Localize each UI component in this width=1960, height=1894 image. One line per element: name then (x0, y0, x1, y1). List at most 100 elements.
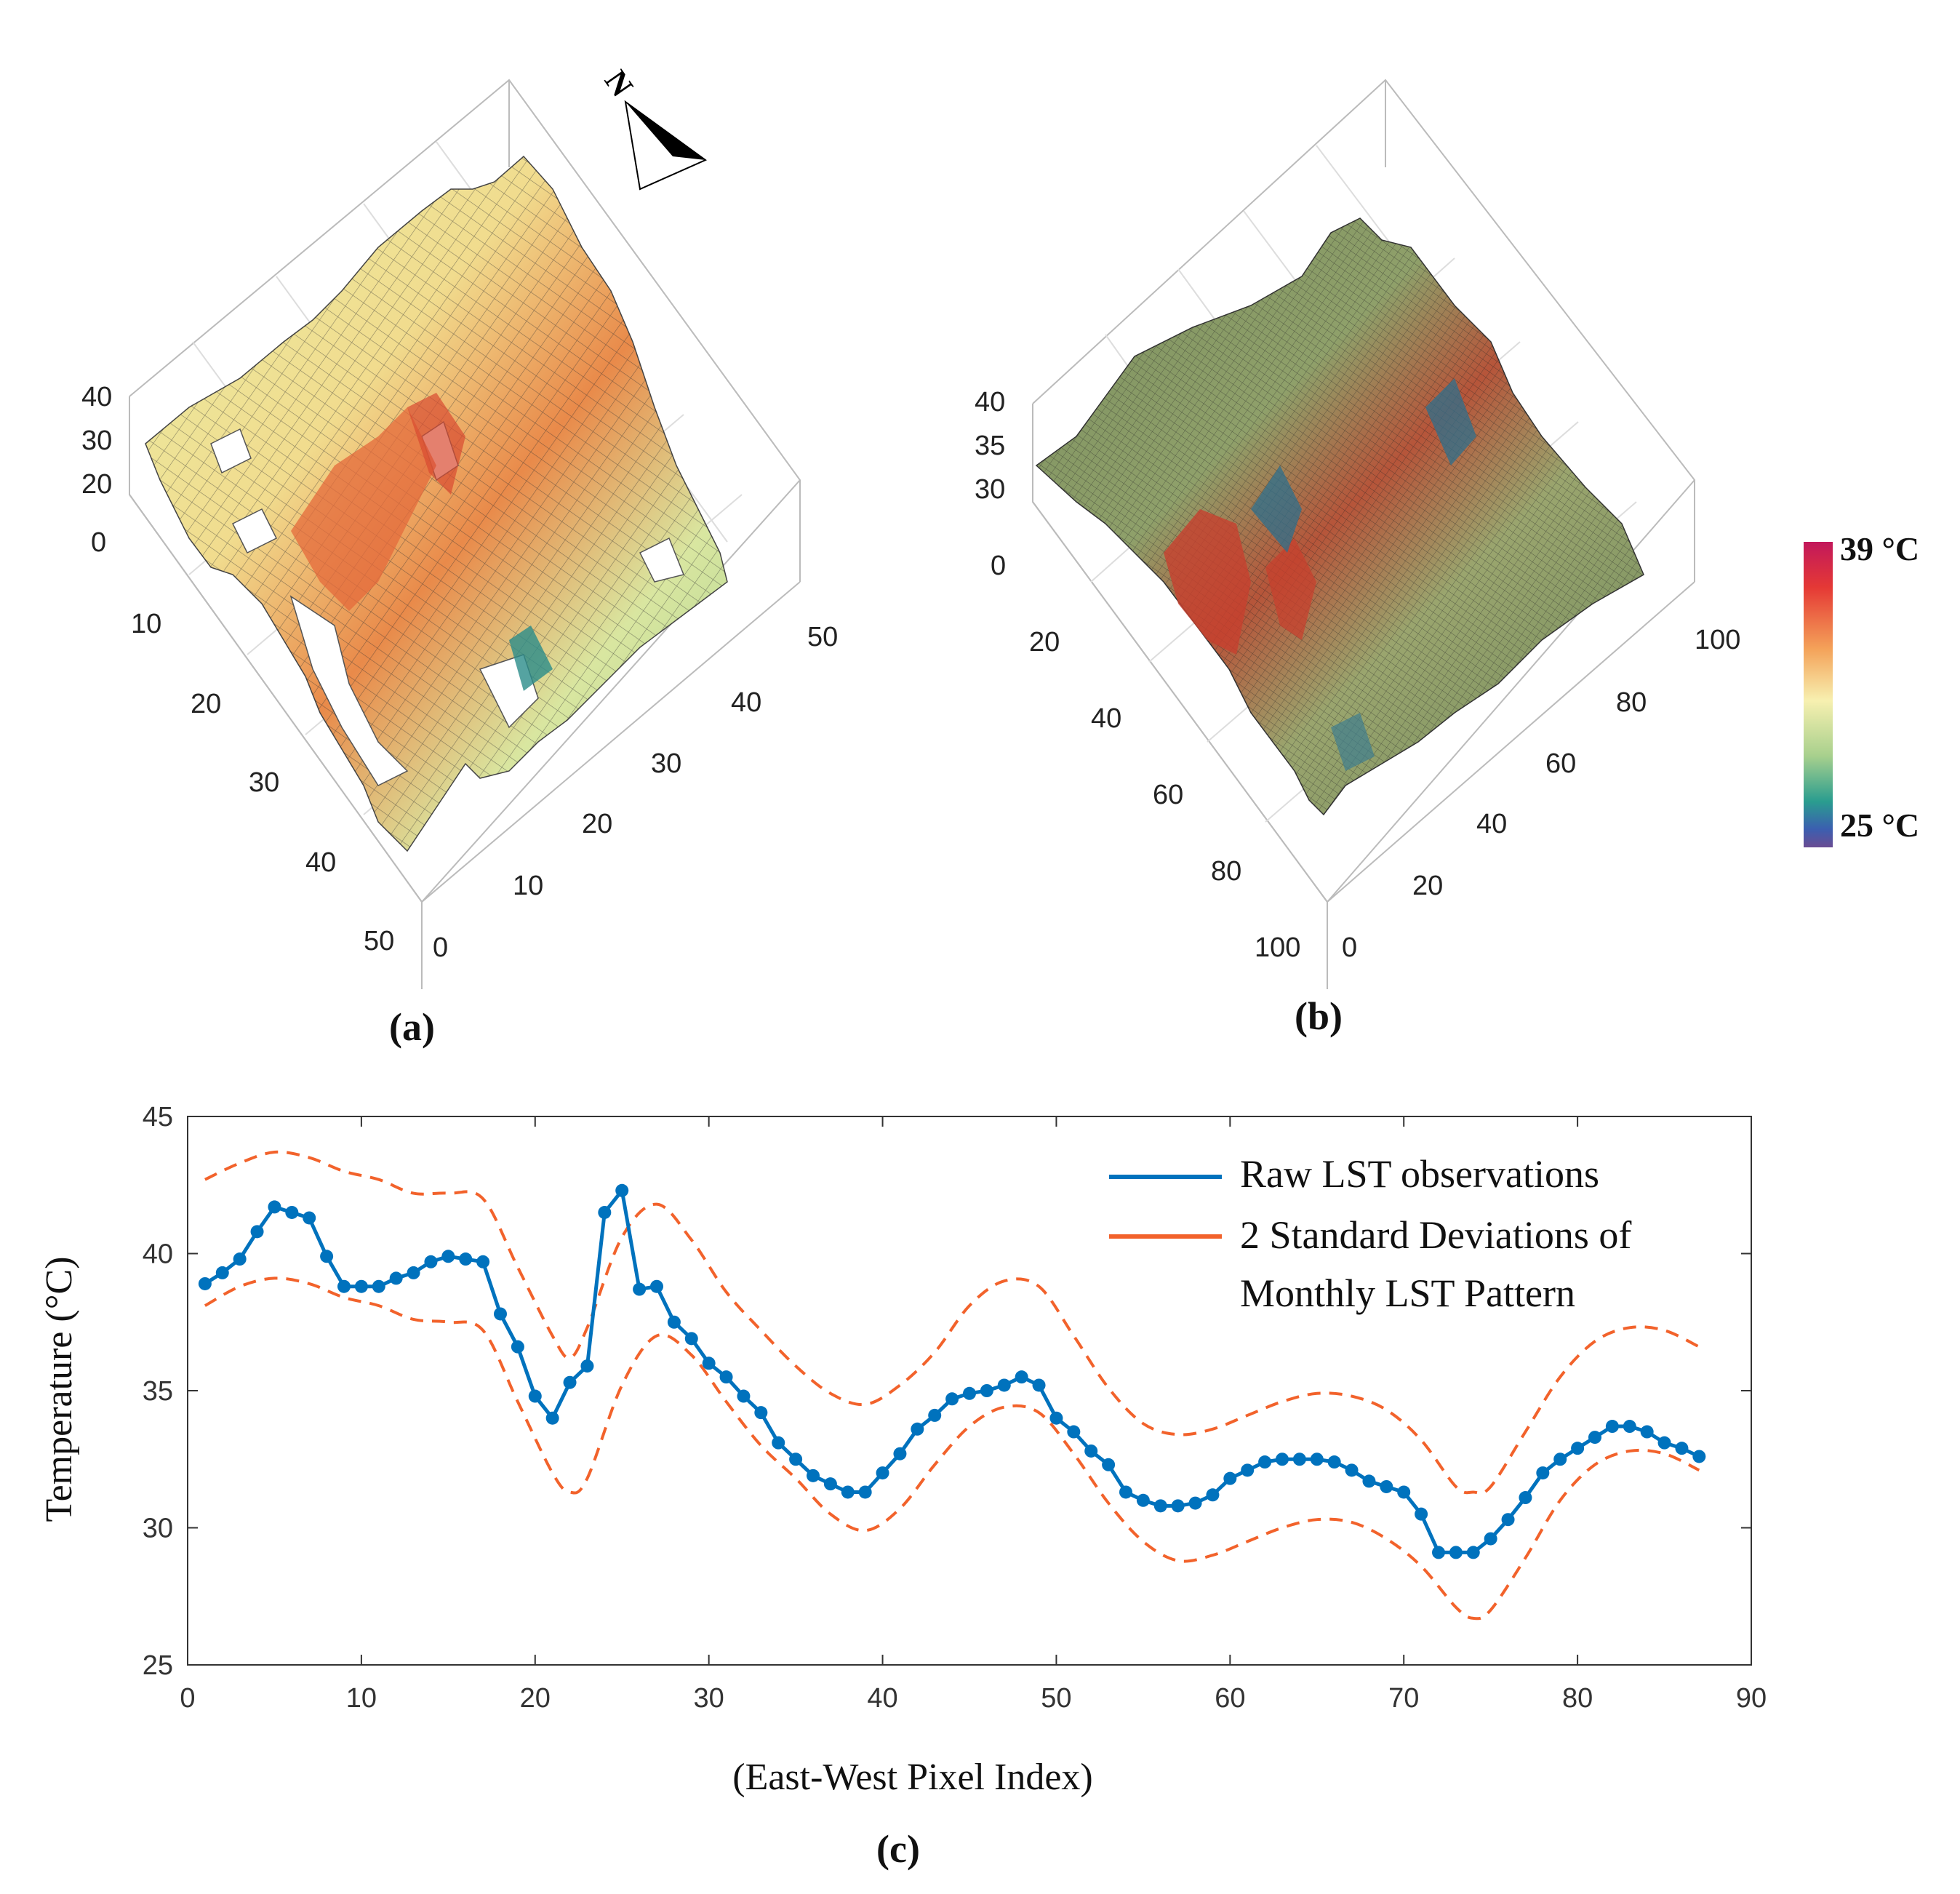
raw-lst-point (1397, 1485, 1411, 1499)
raw-lst-point (1015, 1370, 1028, 1384)
panel-a-label: (a) (389, 1005, 435, 1049)
raw-lst-point (963, 1386, 976, 1400)
raw-lst-point (1292, 1453, 1306, 1466)
raw-lst-point (1362, 1474, 1376, 1488)
x-tick-label: 50 (1041, 1683, 1071, 1714)
x-axis-ticks: 0 10 20 30 40 50 60 70 80 90 (180, 1116, 1767, 1714)
raw-lst-point (1084, 1444, 1098, 1458)
panel-a-y-tick: 40 (731, 687, 761, 718)
raw-lst-point (1119, 1485, 1132, 1499)
x-axis-label: (East-West Pixel Index) (732, 1757, 1092, 1798)
raw-lst-point (997, 1378, 1011, 1392)
y-axis-label: Temperature (°C) (39, 1256, 80, 1522)
raw-lst-point (598, 1205, 612, 1219)
raw-lst-point (198, 1276, 212, 1290)
raw-lst-point (789, 1453, 803, 1466)
panel-b-y-tick: 80 (1616, 687, 1647, 718)
raw-lst-point (424, 1255, 438, 1268)
raw-lst-point (772, 1436, 785, 1450)
panel-a-y-tick: 30 (651, 748, 681, 779)
panel-a-z-tick: 40 (81, 382, 112, 412)
panel-c-line-chart: 0 10 20 30 40 50 60 70 80 90 25 30 35 40 45 (East-Wes… (39, 1102, 1767, 1871)
raw-lst-point (1188, 1496, 1202, 1510)
raw-lst-point (858, 1485, 872, 1499)
panel-b-label: (b) (1295, 994, 1343, 1038)
panel-a-y-tick: 0 (433, 932, 448, 963)
y-axis-ticks: 25 30 35 40 45 (143, 1102, 1751, 1681)
raw-lst-point (945, 1392, 959, 1406)
raw-lst-point (372, 1279, 385, 1293)
raw-lst-point (1153, 1499, 1167, 1513)
raw-lst-point (1067, 1425, 1081, 1439)
raw-lst-point (459, 1252, 473, 1266)
raw-lst-point (1623, 1420, 1636, 1434)
raw-lst-point (1136, 1493, 1150, 1507)
y-tick-label: 35 (143, 1376, 173, 1407)
panel-b-x-tick: 20 (1029, 627, 1060, 658)
raw-lst-point (1657, 1436, 1671, 1450)
raw-lst-point (1675, 1442, 1689, 1455)
raw-lst-point (511, 1340, 524, 1354)
raw-lst-point (1206, 1488, 1220, 1502)
panel-a-z-tick: 30 (81, 425, 112, 456)
north-arrow: N (598, 64, 707, 191)
raw-lst-point (1605, 1420, 1619, 1434)
panel-b-z-tick: 0 (991, 551, 1006, 581)
north-arrow-label: N (598, 64, 640, 103)
raw-lst-point (650, 1279, 663, 1293)
panel-b-x-tick: 80 (1211, 856, 1241, 887)
panel-b-z-tick: 40 (975, 387, 1005, 417)
raw-lst-point (441, 1250, 455, 1263)
panel-a-x-tick: 30 (249, 767, 279, 798)
std-band-upper-line (204, 1150, 1700, 1495)
raw-lst-point (1588, 1431, 1601, 1445)
raw-lst-point (928, 1408, 942, 1422)
raw-lst-point (1449, 1546, 1463, 1559)
raw-lst-point (1553, 1453, 1567, 1466)
y-tick-label: 45 (143, 1102, 173, 1132)
legend-label-std-line2: Monthly LST Pattern (1240, 1271, 1575, 1315)
raw-lst-point (911, 1422, 924, 1436)
panel-a-y-tick: 10 (513, 871, 543, 901)
raw-lst-point (719, 1370, 733, 1384)
y-tick-label: 25 (143, 1650, 173, 1681)
x-tick-label: 0 (180, 1683, 195, 1714)
panel-a-x-tick: 20 (191, 689, 221, 719)
panel-b-x-tick: 40 (1091, 703, 1121, 734)
panel-b-x-tick: 100 (1255, 932, 1300, 963)
panel-b-hot-ridge (1164, 509, 1251, 655)
x-tick-label: 80 (1562, 1683, 1593, 1714)
colorbar-max-label: 39 °C (1840, 530, 1919, 567)
raw-lst-point (633, 1282, 647, 1296)
raw-lst-point (407, 1266, 420, 1279)
raw-lst-point (1049, 1411, 1063, 1425)
raw-lst-point (1223, 1471, 1237, 1485)
x-tick-label: 10 (346, 1683, 377, 1714)
raw-lst-point (807, 1469, 820, 1482)
raw-lst-point (1380, 1479, 1393, 1493)
raw-lst-point (563, 1375, 577, 1389)
raw-lst-point (1466, 1546, 1480, 1559)
raw-lst-point (823, 1477, 837, 1491)
raw-lst-point (233, 1252, 247, 1266)
raw-lst-point (476, 1255, 490, 1268)
panel-b-y-tick: 100 (1695, 625, 1740, 655)
raw-lst-point (1032, 1378, 1046, 1392)
raw-lst-point (737, 1389, 751, 1403)
raw-lst-point (1258, 1455, 1272, 1469)
legend-label-std: 2 Standard Deviations of (1240, 1213, 1631, 1257)
panel-a-surface-plot: N 40 30 20 0 10 20 30 40 50 0 10 20 30 4… (81, 64, 838, 1049)
panel-a-z-tick: 20 (81, 469, 112, 500)
raw-lst-point (876, 1466, 889, 1480)
x-tick-label: 30 (694, 1683, 724, 1714)
raw-lst-point (580, 1359, 594, 1373)
legend: Raw LST observations 2 Standard Deviatio… (1109, 1152, 1631, 1315)
raw-lst-point (1327, 1455, 1341, 1469)
raw-lst-point (268, 1200, 281, 1214)
colorbar-min-label: 25 °C (1840, 807, 1919, 844)
raw-lst-point (841, 1485, 855, 1499)
raw-lst-point (494, 1307, 507, 1321)
panel-b-y-tick: 60 (1545, 748, 1576, 779)
raw-lst-point (702, 1356, 716, 1370)
